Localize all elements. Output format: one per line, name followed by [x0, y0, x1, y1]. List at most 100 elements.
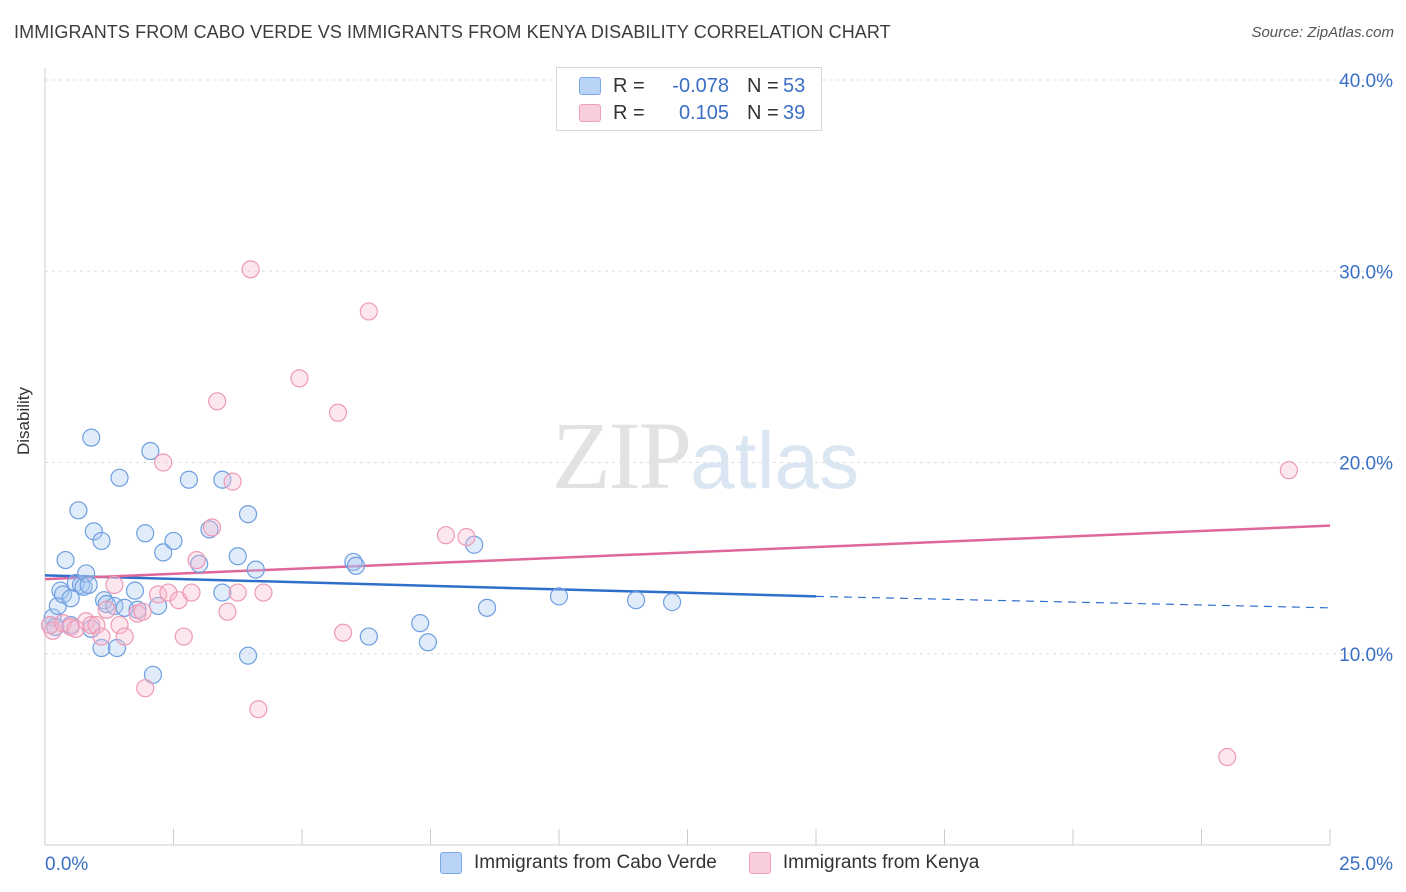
data-points: [41, 260, 1298, 767]
point-cabo-verde: [228, 547, 247, 566]
series-legend: Immigrants from Cabo Verde Immigrants fr…: [440, 852, 1011, 874]
point-cabo-verde: [92, 531, 111, 551]
point-cabo-verde: [213, 583, 232, 602]
point-cabo-verde: [238, 505, 258, 524]
point-kenya: [208, 392, 227, 411]
point-cabo-verde: [418, 633, 438, 652]
point-kenya: [290, 369, 309, 388]
x-tick-label: 25.0%: [1339, 854, 1393, 875]
axes: [44, 68, 1331, 846]
point-kenya: [92, 627, 111, 646]
point-cabo-verde: [69, 501, 88, 520]
point-kenya: [115, 627, 134, 646]
point-kenya: [133, 602, 152, 621]
point-kenya: [105, 575, 124, 595]
point-kenya: [110, 615, 129, 635]
point-kenya: [228, 583, 247, 602]
y-tick-label: 20.0%: [1339, 454, 1393, 475]
point-cabo-verde: [110, 468, 129, 487]
point-kenya: [359, 302, 378, 321]
source-credit: Source: ZipAtlas.com: [1251, 24, 1394, 41]
point-cabo-verde: [84, 522, 103, 541]
tick-labels: 10.0% 20.0% 30.0% 40.0% 0.0% 25.0%: [45, 71, 1393, 875]
y-tick-label: 10.0%: [1339, 645, 1393, 666]
point-kenya: [223, 472, 242, 491]
point-kenya: [187, 550, 206, 570]
watermark-zip: ZIP: [552, 402, 692, 509]
point-kenya: [254, 583, 273, 602]
point-kenya: [159, 583, 178, 602]
point-kenya: [218, 602, 237, 621]
point-cabo-verde: [125, 581, 145, 600]
legend-r-value: -0.078: [672, 74, 729, 97]
point-kenya: [82, 615, 101, 635]
legend-r-value: 0.105: [678, 101, 729, 124]
point-kenya: [87, 615, 106, 635]
point-kenya: [457, 527, 476, 547]
point-cabo-verde: [56, 550, 75, 570]
point-cabo-verde: [143, 665, 163, 684]
watermark: ZIPatlas: [552, 400, 859, 511]
point-cabo-verde: [477, 598, 497, 617]
legend-label-cabo-verde: Immigrants from Cabo Verde: [474, 852, 717, 873]
point-kenya: [241, 260, 260, 279]
point-cabo-verde: [238, 646, 258, 665]
point-cabo-verde: [164, 531, 183, 551]
legend-r-label: R =: [613, 74, 645, 97]
point-cabo-verde: [346, 556, 366, 575]
legend-swatch-cabo-verde: [440, 852, 462, 874]
point-cabo-verde: [141, 441, 160, 461]
legend-row-kenya: R = 0.105 N = 39: [579, 101, 805, 125]
point-cabo-verde: [179, 470, 199, 489]
point-kenya: [202, 518, 222, 537]
point-cabo-verde: [662, 593, 682, 612]
watermark-atlas: atlas: [690, 416, 859, 505]
point-kenya: [328, 403, 348, 422]
point-cabo-verde: [136, 524, 155, 543]
x-tick-label: 0.0%: [45, 854, 88, 875]
point-cabo-verde: [71, 575, 91, 595]
point-kenya: [249, 700, 268, 719]
point-kenya: [136, 679, 155, 698]
trend-line-extension-0: [815, 595, 1331, 609]
point-cabo-verde: [200, 520, 219, 539]
y-tick-label: 30.0%: [1339, 262, 1393, 283]
point-kenya: [66, 619, 85, 638]
legend-n-value: 53: [783, 74, 806, 97]
y-axis-label: Disability: [14, 386, 33, 455]
legend-row-cabo-verde: R = -0.078 N = 53: [579, 74, 805, 98]
point-kenya: [174, 627, 193, 646]
point-cabo-verde: [82, 428, 101, 447]
point-kenya: [182, 583, 201, 602]
trend-lines: [44, 524, 1331, 609]
point-kenya: [97, 600, 116, 619]
trend-line-1: [44, 524, 1331, 581]
point-cabo-verde: [246, 560, 265, 579]
legend-item-kenya[interactable]: Immigrants from Kenya: [748, 852, 980, 874]
point-cabo-verde: [77, 564, 96, 583]
legend-r-label: R =: [613, 101, 645, 124]
point-cabo-verde: [549, 587, 569, 606]
stats-legend: R = -0.078 N = 53 R = 0.105 N = 39: [556, 67, 822, 131]
point-kenya: [1218, 747, 1237, 767]
point-cabo-verde: [465, 535, 484, 554]
trend-line-0: [44, 574, 817, 598]
point-kenya: [436, 526, 456, 545]
point-cabo-verde: [154, 543, 173, 562]
legend-item-cabo-verde[interactable]: Immigrants from Cabo Verde: [440, 852, 717, 874]
y-tick-label: 40.0%: [1339, 71, 1393, 92]
chart-title: IMMIGRANTS FROM CABO VERDE VS IMMIGRANTS…: [14, 22, 891, 42]
point-kenya: [1279, 461, 1298, 480]
legend-n-label: N =: [747, 74, 779, 97]
point-cabo-verde: [79, 575, 98, 595]
legend-swatch-kenya: [579, 104, 601, 122]
point-kenya: [154, 453, 173, 472]
legend-swatch-kenya: [748, 852, 771, 874]
legend-label-kenya: Immigrants from Kenya: [782, 852, 980, 873]
point-cabo-verde: [411, 614, 430, 633]
legend-n-value: 39: [783, 101, 806, 124]
legend-n-label: N =: [747, 101, 779, 124]
point-cabo-verde: [626, 591, 646, 610]
legend-swatch-cabo-verde: [579, 77, 601, 95]
